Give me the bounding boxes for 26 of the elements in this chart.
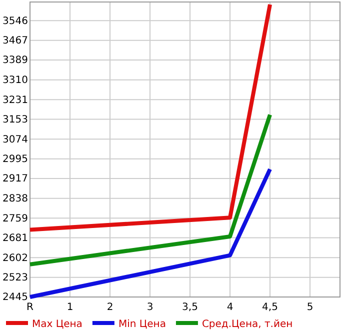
legend-label: Max Цена [32,319,82,330]
y-tick-label: 2681 [2,232,28,244]
y-tick-label: 3546 [2,16,28,27]
y-tick-label: 2838 [2,194,28,205]
legend-label: Сред.Цена, т.йен [202,319,293,330]
y-tick-label: 3231 [2,94,28,106]
x-tick-label: 5 [306,302,314,314]
y-tick-label: 2523 [2,272,28,284]
x-tick-label: 4,5 [262,302,278,314]
x-tick-label: 3 [146,302,154,314]
y-tick-label: 2602 [2,252,28,264]
y-tick-label: 3310 [2,75,28,86]
y-tick-label: 3467 [2,36,28,47]
x-tick-label: 2 [106,302,114,314]
y-tick-label: 3074 [2,134,28,146]
x-tick-label: 3,5 [182,302,198,314]
legend-label: Min Цена [118,319,166,330]
y-tick-label: 2917 [2,174,28,185]
y-tick-label: 3153 [2,114,28,126]
x-tick-label: 4 [226,302,234,314]
y-tick-label: 3389 [2,55,28,66]
y-tick-label: 2759 [2,213,28,224]
y-tick-label: 2445 [2,292,28,304]
x-tick-label: R [26,302,34,314]
x-tick-label: 1 [66,302,74,314]
y-tick-label: 2995 [2,154,28,166]
